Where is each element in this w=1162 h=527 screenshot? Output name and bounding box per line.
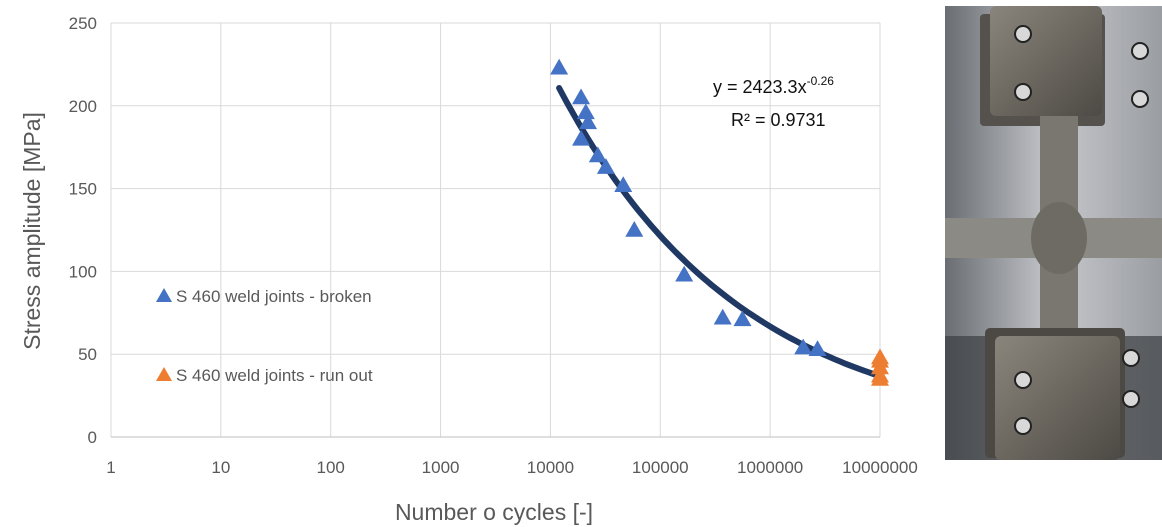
y-tick-label: 250 xyxy=(69,14,97,33)
trendline xyxy=(556,85,883,380)
point-broken xyxy=(625,221,644,237)
point-broken xyxy=(572,129,591,146)
legend-marker-broken xyxy=(156,288,172,302)
legend-label-broken: S 460 weld joints - broken xyxy=(176,287,372,306)
legend: S 460 weld joints - broken S 460 weld jo… xyxy=(156,287,373,385)
point-broken xyxy=(794,338,813,355)
point-broken xyxy=(588,146,607,163)
point-broken xyxy=(579,113,598,130)
x-tick-label: 100 xyxy=(317,458,345,477)
x-tick-label: 10000000 xyxy=(842,458,918,477)
x-tick-label: 10 xyxy=(211,458,230,477)
y-tick-label: 0 xyxy=(88,428,97,447)
x-axis-title: Number o cycles [-] xyxy=(395,499,593,525)
legend-label-runout: S 460 weld joints - run out xyxy=(176,366,373,385)
point-broken xyxy=(713,308,732,325)
gridlines xyxy=(110,22,881,438)
point-broken xyxy=(733,310,752,327)
trendline-group xyxy=(556,85,883,380)
x-tick-labels: 1 10 100 1000 10000 100000 1000000 10000000 xyxy=(106,458,918,477)
y-axis-title: Stress amplitude [MPa] xyxy=(19,112,45,350)
point-broken xyxy=(808,340,827,356)
point-runout xyxy=(871,370,889,386)
point-runout xyxy=(871,358,889,375)
point-broken xyxy=(550,58,569,75)
x-tick-label: 10000 xyxy=(527,458,574,477)
y-tick-label: 150 xyxy=(69,180,97,199)
point-broken xyxy=(675,265,694,282)
data-points xyxy=(550,58,889,386)
point-broken xyxy=(596,158,615,174)
point-broken xyxy=(614,176,633,193)
legend-marker-runout xyxy=(156,367,172,381)
x-tick-label: 1000 xyxy=(422,458,460,477)
y-tick-labels: 0 50 100 150 200 250 xyxy=(69,14,97,447)
y-tick-label: 100 xyxy=(69,262,97,281)
specimen-photo xyxy=(945,6,1162,460)
y-tick-label: 50 xyxy=(78,345,97,364)
chart: 1 10 100 1000 10000 100000 1000000 10000000 0 50… xyxy=(19,14,918,525)
x-tick-label: 100000 xyxy=(632,458,689,477)
x-tick-label: 1000000 xyxy=(737,458,803,477)
trendline-equation: y = 2423.3x-0.26 xyxy=(713,74,834,97)
y-tick-label: 200 xyxy=(69,97,97,116)
trendline-r2: R² = 0.9731 xyxy=(731,110,826,130)
point-broken xyxy=(576,103,595,120)
point-broken xyxy=(572,88,591,105)
x-tick-label: 1 xyxy=(106,458,115,477)
